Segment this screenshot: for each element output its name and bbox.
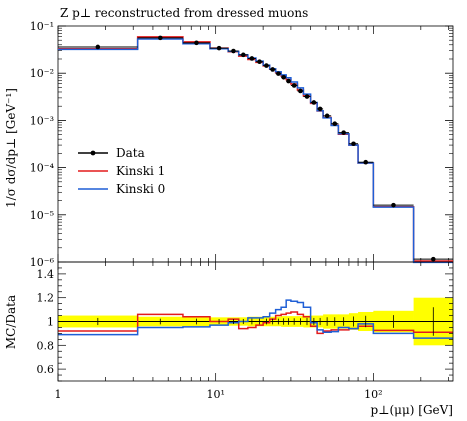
ratio-kinski-1-line: [58, 311, 453, 335]
main-y-tick-label: 10⁻⁶: [30, 256, 55, 269]
main-axis-ticks: 10⁻⁶ 10⁻⁵ 10⁻⁴ 10⁻³ 10⁻² 10⁻¹: [30, 20, 453, 269]
data-point: [216, 45, 222, 51]
data-point: [281, 74, 286, 80]
data-point: [311, 100, 317, 105]
legend-kinski0-label: Kinski 0: [116, 182, 165, 196]
legend-data-marker: [90, 150, 96, 156]
data-point: [194, 40, 199, 46]
main-ylabel: 1/σ dσ/dp⊥ [GeV⁻¹]: [4, 88, 18, 208]
data-point: [431, 256, 436, 262]
ratio-y-tick-label: 1.2: [37, 292, 55, 305]
data-point: [286, 78, 291, 84]
legend-data-label: Data: [116, 146, 145, 160]
data-point: [291, 83, 297, 88]
data-point: [317, 106, 323, 112]
main-y-tick-label: 10⁻²: [30, 67, 54, 80]
x-tick-label: 1: [55, 388, 62, 401]
data-point: [240, 52, 246, 58]
data-point: [391, 202, 396, 208]
data-point: [95, 44, 101, 50]
ratio-y-tick-label: 0.6: [37, 363, 55, 376]
ratio-y-tick-label: 0.8: [37, 339, 55, 352]
ratio-axis-ticks: 1 10¹ 10² 0.6 0.8 1 1.2 1.4: [37, 261, 453, 401]
ratio-kinski-0-line: [58, 299, 453, 339]
main-series-layer: [58, 35, 453, 264]
main-y-tick-label: 10⁻⁵: [30, 209, 54, 222]
data-point: [324, 113, 330, 119]
main-y-tick-label: 10⁻³: [30, 114, 54, 127]
x-tick-label: 10²: [364, 388, 382, 401]
data-point: [304, 94, 310, 99]
ratio-y-tick-label: 1: [47, 316, 54, 329]
data-point: [270, 67, 275, 72]
ratio-series-layer: [58, 299, 453, 339]
data-point: [341, 130, 346, 135]
main-y-tick-label: 10⁻⁴: [30, 162, 55, 175]
legend-kinski1-label: Kinski 1: [116, 164, 165, 178]
data-point: [276, 71, 281, 76]
data-point: [264, 63, 269, 68]
ratio-ylabel: MC/Data: [4, 295, 18, 349]
ratio-y-tick-label: 1.4: [37, 268, 55, 281]
data-point: [231, 48, 236, 54]
x-axis-label: p⊥(μμ) [GeV]: [371, 403, 453, 417]
data-point: [332, 121, 338, 127]
x-tick-label: 10¹: [206, 388, 224, 401]
data-point: [298, 88, 303, 94]
data-point: [363, 159, 369, 165]
data-point: [249, 56, 255, 61]
legend: Data Kinski 1 Kinski 0: [78, 146, 165, 196]
data-point: [351, 141, 356, 147]
data-point: [157, 35, 163, 41]
ratio-panel: 1 10¹ 10² 0.6 0.8 1 1.2 1.4 MC/Data p⊥(μμ) [GeV…: [4, 261, 454, 417]
main-y-tick-label: 10⁻¹: [30, 20, 54, 33]
main-title: Z p⊥ reconstructed from dressed muons: [60, 6, 308, 20]
main-panel: 10⁻⁶ 10⁻⁵ 10⁻⁴ 10⁻³ 10⁻² 10⁻¹ Z p⊥ reconstruc…: [4, 6, 454, 269]
data-point: [257, 59, 262, 65]
